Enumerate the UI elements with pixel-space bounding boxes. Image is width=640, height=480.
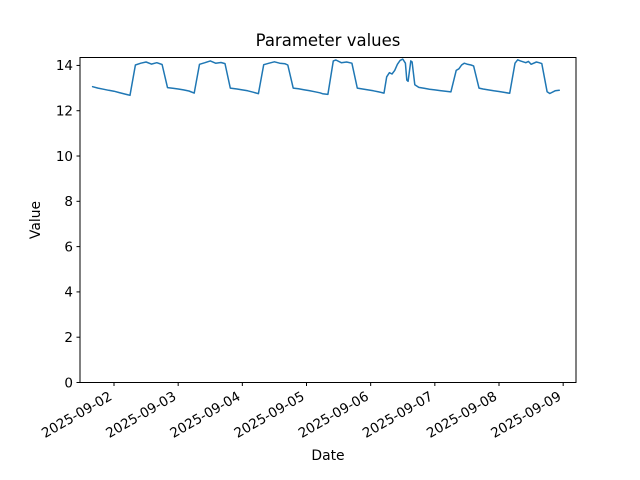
x-tick-label: 2025-09-02 bbox=[39, 389, 115, 442]
chart-title: Parameter values bbox=[256, 31, 401, 50]
x-tick-label: 2025-09-09 bbox=[488, 389, 564, 442]
x-tick-label: 2025-09-07 bbox=[360, 389, 436, 442]
data-series-line bbox=[91, 58, 560, 97]
y-tick-label: 6 bbox=[64, 239, 73, 255]
x-axis-label: Date bbox=[311, 448, 344, 464]
y-tick-label: 12 bbox=[56, 104, 73, 120]
y-tick-label: 14 bbox=[56, 58, 73, 74]
x-tick-label: 2025-09-05 bbox=[232, 389, 308, 442]
y-tick-label: 0 bbox=[64, 375, 73, 391]
y-tick-label: 2 bbox=[64, 330, 73, 346]
y-axis-ticks: 0 2 4 6 8 10 12 14 bbox=[56, 58, 80, 391]
y-tick-label: 8 bbox=[64, 194, 73, 210]
y-axis-label: Value bbox=[28, 201, 44, 239]
x-tick-label: 2025-09-03 bbox=[103, 389, 179, 442]
x-tick-label: 2025-09-04 bbox=[167, 389, 243, 442]
x-axis-ticks: 2025-09-022025-09-032025-09-042025-09-05… bbox=[39, 382, 564, 442]
y-tick-label: 10 bbox=[56, 149, 73, 165]
axes-frame bbox=[79, 57, 577, 383]
y-tick-label: 4 bbox=[64, 285, 73, 301]
plot-spines bbox=[79, 57, 577, 383]
x-tick-label: 2025-09-06 bbox=[296, 389, 372, 442]
x-tick-label: 2025-09-08 bbox=[424, 389, 500, 442]
